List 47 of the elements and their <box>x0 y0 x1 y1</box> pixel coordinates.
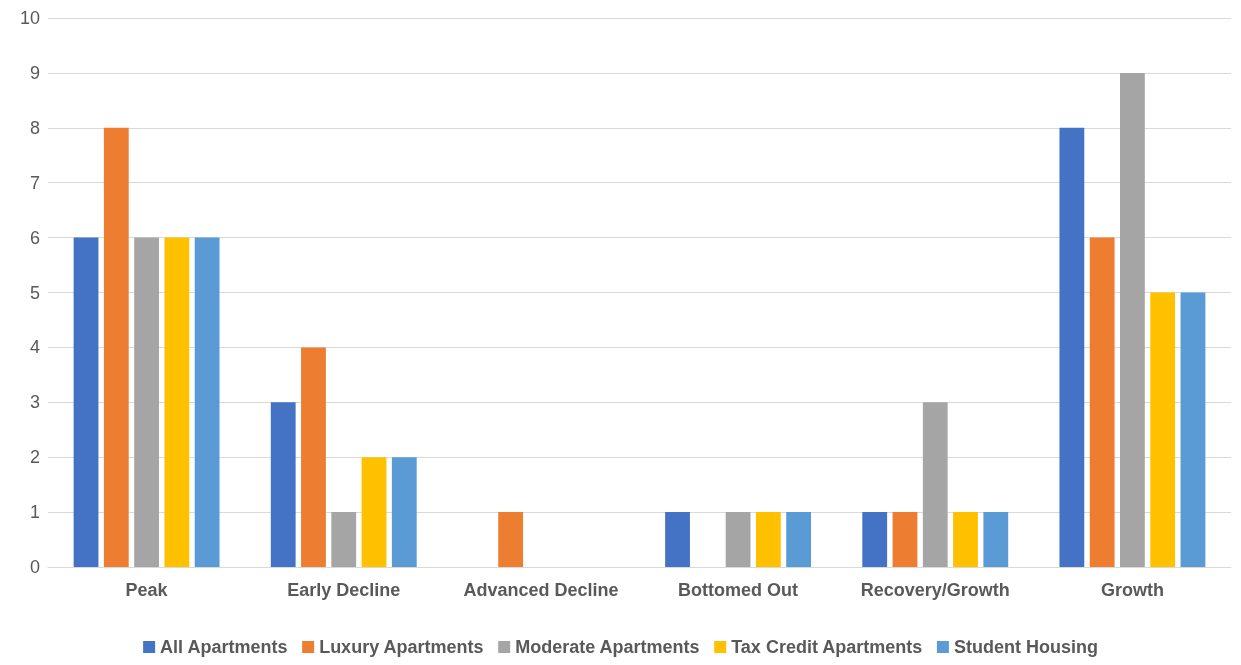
y-tick-label: 9 <box>29 62 40 83</box>
bar <box>983 512 1009 567</box>
legend-label: Student Housing <box>953 637 1098 657</box>
y-tick-label: 0 <box>29 557 40 577</box>
x-tick-label: Bottomed Out <box>678 580 799 600</box>
bar <box>103 127 129 567</box>
bar <box>922 402 948 567</box>
bar <box>892 512 918 567</box>
bar <box>1150 292 1176 567</box>
y-tick-label: 7 <box>29 172 40 193</box>
y-tick-label: 2 <box>29 447 40 468</box>
bar <box>755 512 781 567</box>
y-tick-label: 4 <box>29 337 40 358</box>
bar <box>498 512 524 567</box>
bar <box>73 237 99 567</box>
y-tick-label: 8 <box>29 117 40 138</box>
bar <box>1089 237 1115 567</box>
y-tick-label: 3 <box>29 392 40 413</box>
bar <box>194 237 220 567</box>
x-tick-label: Peak <box>125 580 169 600</box>
bar <box>725 512 751 567</box>
bar <box>665 512 690 567</box>
y-tick-label: 6 <box>29 227 40 248</box>
y-tick-label: 5 <box>29 282 40 303</box>
x-tick-label: Early Decline <box>287 580 401 600</box>
bar <box>164 237 190 567</box>
bar <box>361 457 387 567</box>
bar <box>391 457 417 567</box>
bar <box>953 512 978 567</box>
bar <box>134 237 159 567</box>
legend-label: Luxury Apartments <box>319 637 484 657</box>
bar <box>301 347 326 567</box>
y-tick-label: 1 <box>29 502 40 523</box>
bar <box>786 512 812 567</box>
legend-label: Moderate Apartments <box>515 637 700 657</box>
bar <box>862 512 888 567</box>
x-tick-label: Growth <box>1100 580 1164 600</box>
legend-label: Tax Credit Apartments <box>731 637 923 657</box>
bar <box>331 512 357 567</box>
x-tick-label: Advanced Decline <box>463 580 619 600</box>
bar <box>1059 127 1085 567</box>
legend-label: All Apartments <box>160 637 288 657</box>
bar <box>1180 292 1206 567</box>
bar <box>270 402 296 567</box>
x-tick-label: Recovery/Growth <box>860 580 1010 600</box>
bar <box>1120 72 1145 567</box>
y-tick-label: 10 <box>19 8 40 28</box>
